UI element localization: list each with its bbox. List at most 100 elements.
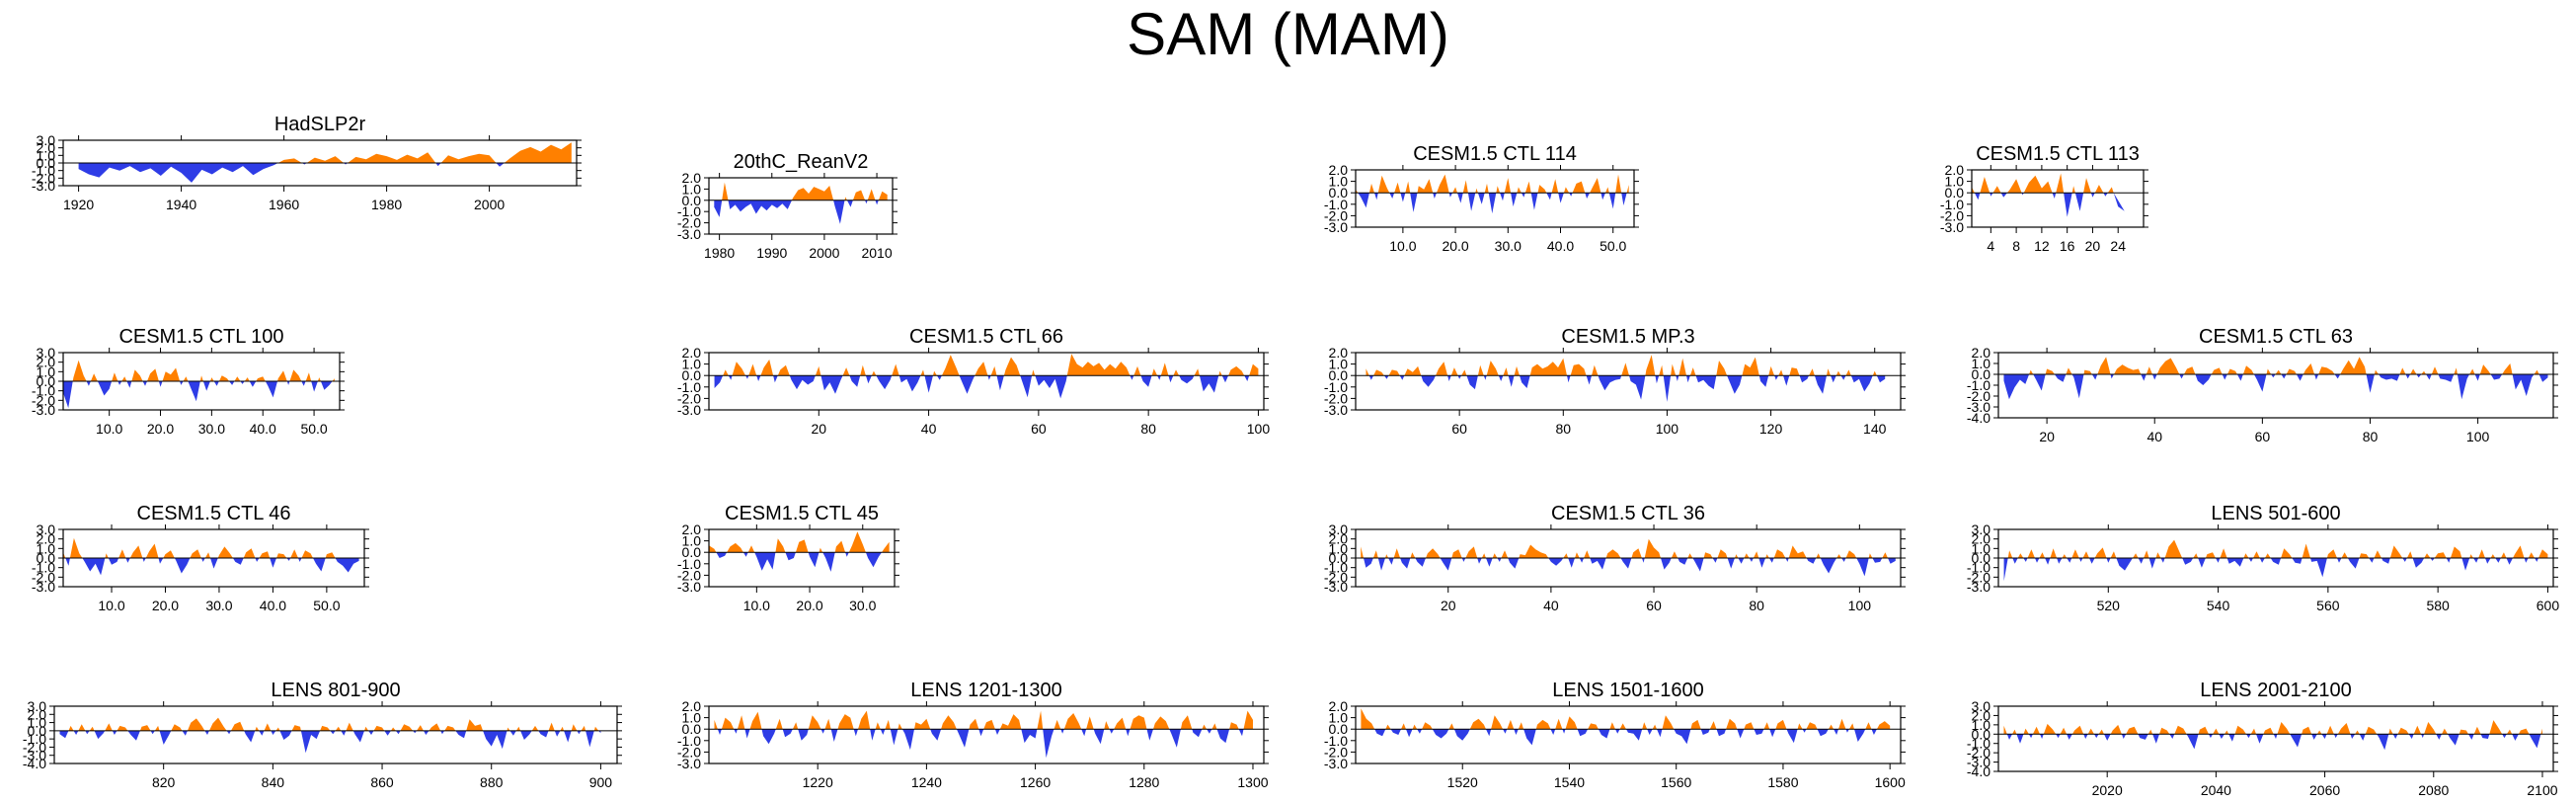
negative-anomaly-area [773, 375, 778, 383]
x-tick-label: 50.0 [300, 421, 327, 437]
y-tick-label: -2.0 [23, 739, 46, 755]
negative-anomaly-area [2045, 558, 2051, 565]
positive-anomaly-area [2043, 723, 2057, 735]
x-tick-label: 1240 [911, 774, 942, 790]
positive-anomaly-area [400, 724, 414, 731]
negative-anomaly-area [2359, 734, 2366, 741]
chart-panel: CESM1.5 CTL 66 2.01.00.0-1.0-2.0-3.0 20 40 6… [677, 326, 1270, 437]
negative-anomaly-area [1754, 729, 1764, 735]
positive-anomaly-area [2275, 369, 2282, 374]
positive-anomaly-area [2087, 728, 2094, 735]
positive-anomaly-area [714, 719, 718, 730]
y-tick-label: 2.0 [1329, 162, 1349, 178]
x-tick-label: 30.0 [1495, 238, 1522, 254]
y-tick-label: -2.0 [1324, 390, 1348, 406]
negative-anomaly-area [585, 730, 594, 748]
positive-anomaly-area [2023, 175, 2053, 194]
y-tick-label: -4.0 [1967, 763, 1991, 779]
y-tick-label: 2.0 [37, 531, 56, 547]
chart-panel: LENS 501-600 3.02.01.00.0-1.0-2.0-3.0 520 5… [1967, 503, 2559, 613]
negative-anomaly-area [880, 729, 886, 735]
negative-anomaly-area [2067, 558, 2072, 563]
negative-anomaly-area [930, 729, 942, 741]
negative-anomaly-area [2350, 734, 2356, 739]
positive-anomaly-area [1703, 552, 1713, 558]
negative-anomaly-area [1383, 375, 1389, 379]
positive-anomaly-area [373, 725, 385, 731]
y-tick-label: -1.0 [1324, 560, 1348, 576]
positive-anomaly-area [898, 723, 902, 730]
negative-anomaly-area [2110, 374, 2115, 379]
positive-anomaly-area [2071, 725, 2084, 735]
positive-anomaly-area [2174, 725, 2187, 735]
chart-panel: LENS 801-900 3.02.01.00.0-1.0-2.0-3.0-4.0… [23, 680, 622, 790]
y-tick-label: 1.0 [1972, 717, 1991, 733]
positive-anomaly-area [2159, 727, 2170, 735]
plot-frame [1355, 169, 1635, 228]
positive-anomaly-area [1980, 177, 1991, 194]
y-tick-label: -2.0 [1324, 569, 1348, 585]
positive-anomaly-area [2224, 730, 2229, 735]
positive-anomaly-area [2534, 369, 2539, 374]
negative-anomaly-area [1389, 193, 1395, 199]
chart-title: LENS 1501-1600 [1552, 680, 1703, 701]
positive-anomaly-area [2012, 729, 2017, 735]
positive-anomaly-area [1848, 723, 1854, 730]
positive-anomaly-area [1570, 363, 1587, 376]
negative-anomaly-area [1712, 558, 1718, 563]
positive-anomaly-area [777, 364, 790, 376]
negative-anomaly-area [2438, 374, 2455, 382]
y-tick-label: -3.0 [32, 178, 55, 194]
y-tick-label: -3.0 [23, 748, 46, 763]
negative-anomaly-area [1508, 375, 1515, 387]
negative-anomaly-area [2113, 193, 2125, 211]
y-tick-label: 2.0 [28, 706, 47, 722]
positive-anomaly-area [871, 370, 877, 376]
negative-anomaly-area [200, 558, 205, 562]
x-tick-label: 1540 [1554, 774, 1585, 790]
negative-anomaly-area [286, 381, 290, 385]
negative-anomaly-area [188, 381, 200, 402]
y-tick-label: -1.0 [677, 203, 701, 219]
positive-anomaly-area [1211, 723, 1217, 730]
positive-anomaly-area [1788, 545, 1807, 558]
negative-anomaly-area [1448, 193, 1453, 198]
negative-anomaly-area [2003, 558, 2008, 582]
negative-anomaly-area [1567, 375, 1571, 383]
x-tick-label: 100 [1656, 421, 1679, 437]
positive-anomaly-area [2518, 728, 2530, 735]
positive-anomaly-area [860, 364, 866, 376]
positive-anomaly-area [983, 719, 995, 730]
positive-anomaly-area [1872, 370, 1877, 376]
x-tick-label: 40 [2147, 429, 2162, 444]
y-tick-label: -1.0 [32, 163, 55, 179]
y-tick-label: -3.0 [1324, 756, 1348, 771]
positive-anomaly-area [737, 715, 745, 730]
positive-anomaly-area [1659, 364, 1664, 376]
positive-anomaly-area [2060, 727, 2068, 735]
negative-anomaly-area [2083, 734, 2088, 739]
negative-anomaly-area [150, 730, 155, 735]
positive-anomaly-area [2083, 178, 2091, 194]
positive-anomaly-area [2266, 368, 2272, 374]
positive-anomaly-area [913, 718, 931, 730]
positive-anomaly-area [1417, 179, 1434, 194]
positive-anomaly-area [1524, 181, 1531, 194]
negative-anomaly-area [2448, 734, 2459, 746]
positive-anomaly-area [2502, 363, 2513, 374]
positive-anomaly-area [162, 367, 181, 381]
negative-anomaly-area [1374, 729, 1386, 737]
positive-anomaly-area [2424, 722, 2437, 735]
y-tick-label: 1.0 [682, 533, 702, 549]
negative-anomaly-area [2121, 734, 2127, 739]
y-tick-label: -3.0 [677, 579, 701, 595]
x-tick-label: 580 [2426, 598, 2450, 613]
positive-anomaly-area [1475, 188, 1478, 194]
positive-anomaly-area [581, 725, 586, 731]
negative-anomaly-area [1238, 729, 1244, 737]
negative-anomaly-area [2381, 558, 2390, 564]
positive-anomaly-area [1836, 554, 1842, 558]
positive-anomaly-area [2155, 552, 2161, 558]
positive-anomaly-area [2023, 728, 2029, 735]
x-tick-label: 1580 [1767, 774, 1798, 790]
